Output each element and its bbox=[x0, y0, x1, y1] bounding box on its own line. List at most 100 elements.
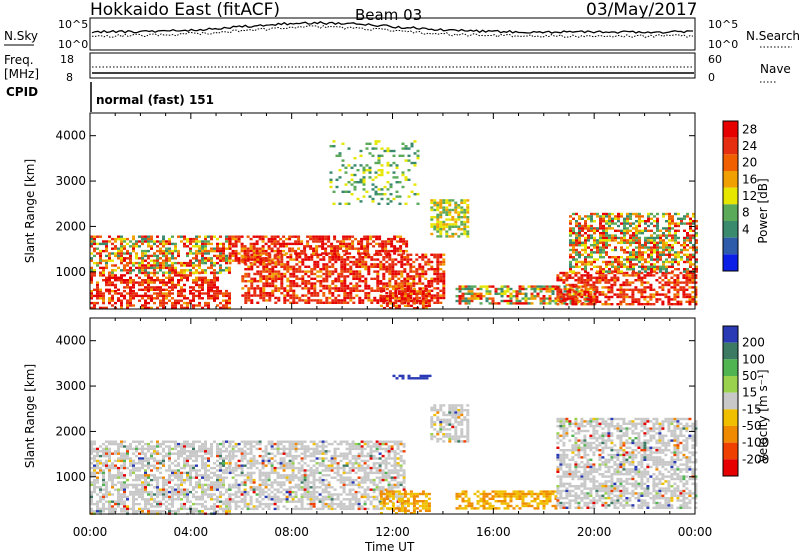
data-cell bbox=[162, 237, 165, 241]
data-cell bbox=[132, 264, 135, 267]
data-cell bbox=[262, 263, 266, 266]
data-cell bbox=[228, 297, 231, 300]
data-cell bbox=[439, 206, 443, 209]
data-cell bbox=[247, 256, 251, 259]
data-cell bbox=[584, 260, 587, 264]
data-cell bbox=[213, 269, 216, 272]
data-cell bbox=[177, 452, 180, 455]
data-cell bbox=[339, 240, 343, 243]
colorbar-tick-label: 28 bbox=[742, 122, 757, 136]
data-cell bbox=[96, 283, 99, 287]
data-cell bbox=[412, 260, 416, 264]
data-cell bbox=[198, 294, 201, 298]
data-cell bbox=[357, 240, 361, 243]
data-cell bbox=[298, 268, 302, 271]
data-cell bbox=[156, 245, 159, 248]
data-cell bbox=[331, 265, 335, 268]
data-cell bbox=[183, 447, 186, 451]
data-cell bbox=[282, 242, 286, 246]
data-cell bbox=[189, 292, 192, 295]
data-cell bbox=[117, 481, 120, 484]
data-cell bbox=[123, 481, 126, 484]
data-cell bbox=[614, 265, 617, 268]
data-cell bbox=[602, 239, 605, 242]
data-cell bbox=[114, 464, 117, 467]
data-cell bbox=[650, 263, 653, 266]
data-cell bbox=[418, 275, 422, 278]
data-cell bbox=[333, 245, 337, 248]
data-cell bbox=[575, 222, 578, 225]
colorbar-tick-label: 12 bbox=[742, 189, 757, 203]
data-cell bbox=[491, 285, 495, 288]
data-cell bbox=[162, 304, 165, 307]
data-cell bbox=[189, 464, 192, 467]
data-cell bbox=[147, 447, 150, 451]
data-cell bbox=[174, 304, 177, 307]
data-cell bbox=[692, 248, 695, 252]
data-cell bbox=[376, 301, 380, 304]
data-cell bbox=[662, 251, 665, 254]
data-cell bbox=[129, 245, 132, 248]
data-cell bbox=[631, 293, 635, 296]
data-cell bbox=[602, 241, 605, 244]
data-cell bbox=[340, 289, 344, 292]
data-cell bbox=[634, 300, 638, 303]
data-cell bbox=[192, 288, 195, 291]
data-cell bbox=[123, 490, 126, 494]
data-cell bbox=[174, 440, 177, 443]
data-cell bbox=[371, 147, 375, 150]
data-cell bbox=[650, 212, 653, 216]
data-cell bbox=[93, 469, 96, 472]
data-cell bbox=[604, 286, 608, 289]
data-cell bbox=[512, 302, 516, 305]
data-cell bbox=[376, 284, 380, 288]
data-cell bbox=[563, 290, 567, 293]
data-cell bbox=[445, 230, 449, 233]
data-cell bbox=[210, 495, 213, 499]
data-cell bbox=[216, 257, 219, 260]
data-cell bbox=[183, 450, 186, 453]
data-cell bbox=[129, 294, 132, 298]
data-cell bbox=[430, 199, 434, 202]
data-cell bbox=[276, 259, 280, 262]
data-cell bbox=[626, 239, 629, 242]
data-cell bbox=[572, 232, 575, 235]
data-cell bbox=[255, 254, 259, 258]
data-cell bbox=[216, 505, 219, 508]
data-cell bbox=[343, 275, 347, 278]
data-cell bbox=[168, 498, 171, 501]
data-cell bbox=[96, 235, 99, 238]
data-cell bbox=[351, 245, 355, 248]
colorbar-segment bbox=[723, 137, 738, 155]
data-cell bbox=[611, 227, 614, 230]
data-cell bbox=[102, 299, 105, 302]
data-cell bbox=[180, 274, 183, 277]
data-cell bbox=[608, 227, 611, 230]
data-cell bbox=[256, 265, 260, 268]
data-cell bbox=[216, 459, 219, 463]
data-cell bbox=[515, 292, 519, 295]
data-cell bbox=[379, 304, 383, 307]
data-cell bbox=[436, 220, 440, 224]
data-cell bbox=[439, 256, 443, 259]
data-cell bbox=[659, 246, 662, 249]
data-cell bbox=[361, 280, 365, 283]
data-cell bbox=[213, 462, 216, 465]
data-cell bbox=[153, 279, 156, 282]
data-cell bbox=[165, 247, 168, 250]
data-cell bbox=[162, 493, 165, 496]
data-cell bbox=[682, 274, 686, 277]
data-cell bbox=[460, 220, 464, 224]
data-cell bbox=[574, 279, 578, 282]
data-cell bbox=[626, 222, 629, 225]
data-cell bbox=[102, 301, 105, 305]
data-cell bbox=[333, 237, 337, 241]
data-cell bbox=[413, 183, 417, 186]
data-cell bbox=[352, 289, 356, 292]
data-cell bbox=[331, 280, 335, 283]
data-cell bbox=[373, 289, 377, 292]
data-cell bbox=[216, 464, 219, 467]
data-cell bbox=[442, 201, 446, 204]
data-cell bbox=[165, 261, 168, 265]
data-cell bbox=[539, 297, 543, 300]
